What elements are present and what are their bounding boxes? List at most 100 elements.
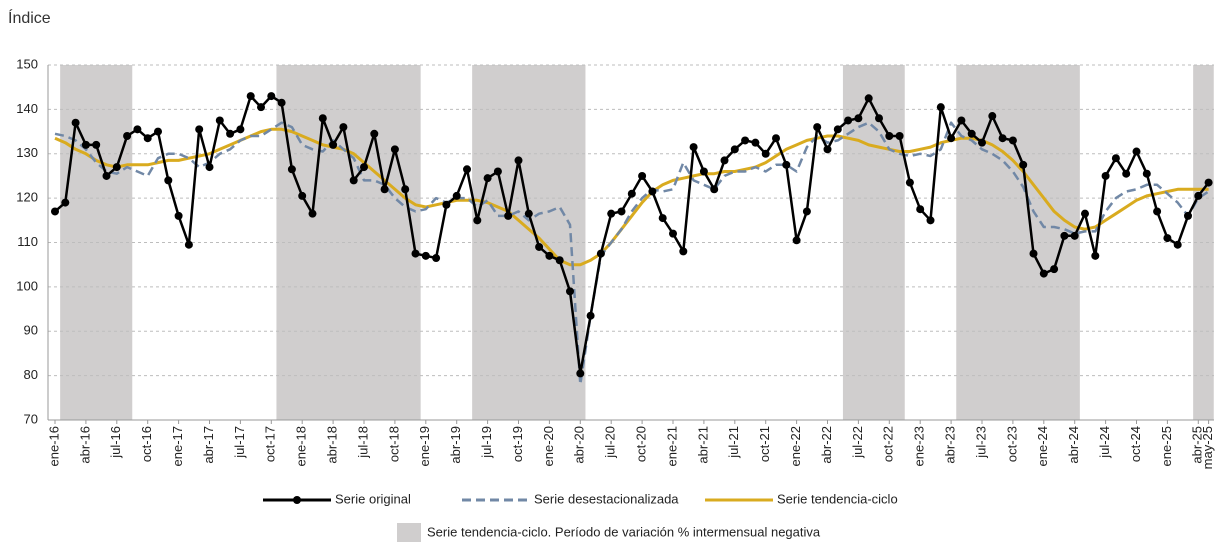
data-point [267,92,276,101]
legend-marker [293,496,301,504]
data-point [545,251,554,260]
data-point [1029,249,1038,258]
legend-label: Serie tendencia-ciclo [777,491,898,506]
data-point [689,143,698,152]
data-point [710,185,719,194]
data-point [143,134,152,143]
x-tick-label: jul-21 [726,426,741,459]
data-point [957,116,966,125]
data-point [1039,269,1048,278]
data-point [123,132,132,140]
x-tick-label: ene-19 [417,426,432,466]
x-tick-label: ene-18 [294,426,309,466]
data-point [493,167,502,176]
data-point [844,116,853,125]
data-point [658,214,667,223]
data-point [854,114,863,123]
x-tick-label: oct-16 [139,426,154,462]
data-point [607,209,616,218]
data-point [452,191,461,200]
x-tick-label: abr-23 [943,426,958,464]
data-point [318,114,327,123]
data-point [287,165,296,174]
data-point [514,156,523,165]
data-point [916,205,925,214]
data-point [1050,265,1059,274]
data-point [349,176,358,185]
data-point [648,187,657,196]
data-point [617,207,626,216]
x-tick-label: jul-17 [232,426,247,459]
x-tick-label: abr-16 [77,426,92,464]
data-point [226,129,235,138]
data-point [772,134,780,143]
x-tick-label: abr-22 [819,426,834,464]
x-tick-label: jul-24 [1097,426,1112,459]
series-line [54,127,1209,267]
y-tick-label: 80 [24,367,38,382]
x-tick-label: oct-23 [1004,426,1019,462]
x-tick-label: may-25 [1200,426,1215,469]
data-point [885,132,894,140]
data-point [782,160,791,169]
data-point [802,207,811,216]
data-point [1163,234,1172,243]
data-point [875,114,883,123]
data-point [1008,136,1017,145]
data-point [164,176,173,185]
x-tick-label: jul-23 [973,426,988,459]
x-tick-label: oct-24 [1128,426,1143,462]
data-point [823,145,832,154]
legend-label: Serie desestacionalizada [534,491,679,506]
y-axis-label: Índice [8,8,51,27]
data-point [421,251,430,260]
x-tick-label: oct-22 [881,426,896,462]
x-tick-label: ene-24 [1035,426,1050,466]
data-point [699,167,708,176]
y-tick-label: 150 [16,56,38,71]
data-point [329,140,338,149]
x-tick-label: jul-16 [108,426,123,459]
data-point [1194,191,1203,200]
x-tick-label: abr-24 [1066,426,1081,464]
data-point [339,123,348,132]
data-point [504,211,513,220]
y-tick-label: 100 [16,278,38,293]
data-point [463,165,471,174]
data-point [102,171,111,180]
data-point [51,207,59,216]
data-point [195,125,204,134]
data-point [442,200,451,209]
legend-label: Serie original [335,491,411,506]
data-point [947,134,956,143]
data-point [1173,240,1182,249]
data-point [380,185,389,194]
y-tick-label: 140 [16,101,38,116]
x-tick-label: abr-19 [448,426,463,464]
data-point [596,249,605,258]
x-tick-label: oct-21 [757,426,772,462]
y-tick-label: 130 [16,145,38,160]
data-point [154,127,162,136]
data-point [112,163,121,172]
data-point [720,156,729,165]
data-point [751,138,760,147]
data-point [432,254,441,263]
x-tick-label: oct-17 [263,426,278,462]
data-point [1184,211,1192,220]
data-point [926,216,935,225]
x-tick-label: ene-22 [788,426,803,466]
data-point [576,369,585,378]
series-line [54,121,1210,386]
data-point [1081,209,1089,218]
data-point [1153,207,1162,216]
data-point [360,163,368,172]
data-point [246,92,255,101]
data-point [401,185,410,194]
data-point [308,209,317,218]
x-tick-label: ene-25 [1159,426,1174,466]
data-point [1091,251,1100,260]
data-point [174,211,183,220]
data-point [236,125,245,134]
legend-swatch [397,523,421,542]
